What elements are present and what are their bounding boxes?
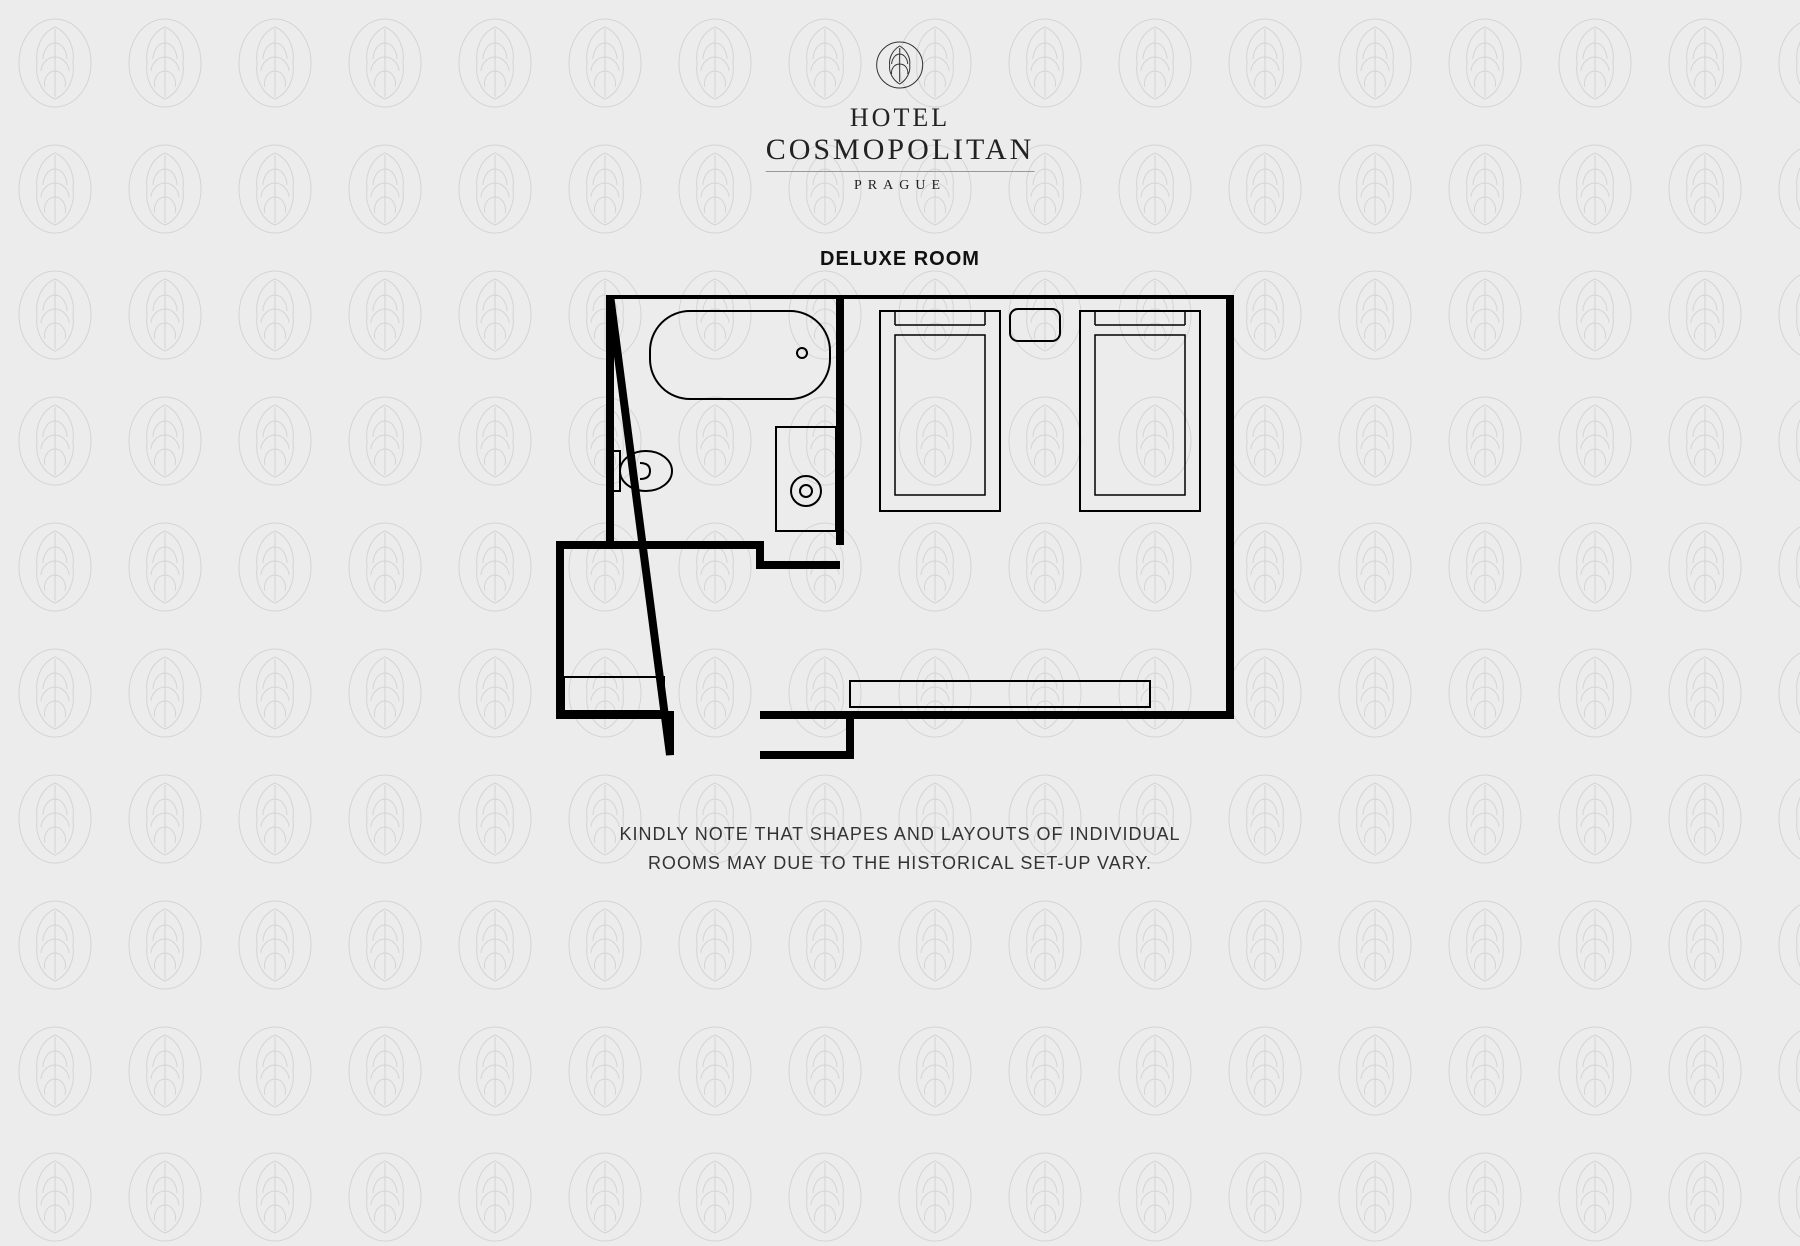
logo-text-hotel: HOTEL [766,103,1035,133]
logo-text-prague: PRAGUE [766,178,1035,194]
logo-text-cosmopolitan: COSMOPOLITAN [766,133,1035,172]
floor-plan [550,295,1250,765]
footer-line2: ROOMS MAY DUE TO THE HISTORICAL SET-UP V… [450,849,1350,878]
footer-line1: KINDLY NOTE THAT SHAPES AND LAYOUTS OF I… [450,820,1350,849]
bathtub [650,311,830,399]
bed-right [1080,311,1200,511]
vanity [776,427,836,531]
hotel-logo-block: HOTEL COSMOPOLITAN PRAGUE [766,40,1035,194]
nightstand [1010,309,1060,341]
footer-note: KINDLY NOTE THAT SHAPES AND LAYOUTS OF I… [450,820,1350,878]
bed-left [880,311,1000,511]
wardrobe [564,677,664,711]
content-layer: HOTEL COSMOPOLITAN PRAGUE DELUXE ROOM [0,0,1800,1246]
room-title: DELUXE ROOM [820,248,980,271]
desk [850,681,1150,707]
oak-leaf-icon [875,40,925,90]
toilet [610,451,672,491]
